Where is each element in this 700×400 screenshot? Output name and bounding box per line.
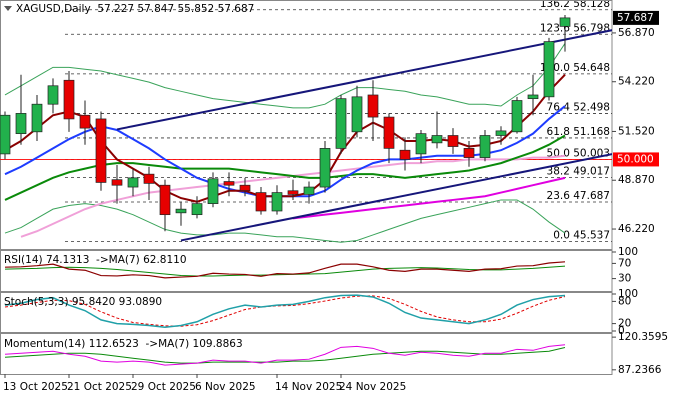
y-tick-label: 87.2366 <box>618 364 662 376</box>
fib-label: 100.0 54.648 <box>540 62 610 74</box>
indicator-line <box>4 295 566 327</box>
fib-label: 76.4 52.498 <box>547 101 610 113</box>
candle-body <box>79 114 91 129</box>
candle-body <box>447 135 459 147</box>
x-tick-label: 21 Oct 2025 <box>67 381 132 393</box>
x-tick-label: 13 Oct 2025 <box>3 381 68 393</box>
candle-body <box>95 118 107 183</box>
rsi-frame <box>0 250 613 292</box>
fib-label: 136.2 58.128 <box>540 0 610 10</box>
y-tick-label: 100 <box>618 246 638 258</box>
fib-label: 123.6 56.798 <box>540 22 610 34</box>
x-tick-label: 6 Nov 2025 <box>195 381 256 393</box>
indicator-line <box>4 294 566 329</box>
candle-body <box>271 192 283 212</box>
y-tick-label: 70 <box>618 257 631 269</box>
candle-body <box>511 100 523 133</box>
panel-title: RSI(14) 74.1313 ->MA(7) 62.8110 <box>4 254 187 266</box>
candle-body <box>223 181 235 186</box>
indicator-line <box>292 176 566 220</box>
candle-body <box>207 178 219 204</box>
indicator-line <box>4 43 566 109</box>
candle-body <box>143 173 155 184</box>
candle-body <box>111 179 123 186</box>
y-tick-label: 56.870 <box>618 27 655 39</box>
candle-body <box>31 103 43 133</box>
x-tick-label: 24 Nov 2025 <box>339 381 406 393</box>
price-box <box>613 152 659 167</box>
y-tick-label: 100 <box>618 288 638 300</box>
candle-body <box>239 184 251 192</box>
candle-body <box>303 186 315 195</box>
panel-title: Momentum(14) 112.6523 ->MA(7) 109.8863 <box>4 338 243 350</box>
candle-body <box>47 85 59 105</box>
y-tick-label: 0 <box>618 325 625 337</box>
candle-body <box>383 116 395 149</box>
trendline <box>180 153 612 242</box>
y-tick-label: 20 <box>618 318 631 330</box>
candle-body <box>335 98 347 149</box>
candle-body <box>559 17 571 27</box>
y-tick-label: 54.220 <box>618 76 655 88</box>
candle-body <box>127 177 139 188</box>
candle-body <box>159 184 171 216</box>
price-box <box>613 10 659 25</box>
candle-body <box>175 208 187 214</box>
candle-body <box>479 135 491 158</box>
candle-body <box>415 133 427 155</box>
indicator-line <box>4 265 566 277</box>
fib-label: 38.2 49.017 <box>547 166 610 178</box>
candle-body <box>367 94 379 118</box>
stoch-plot <box>4 294 566 329</box>
stoch-frame <box>0 292 613 333</box>
candle-body <box>495 130 507 136</box>
axes: 46.220 48.870 51.520 54.220 56.870 XAGUSD,Dai… <box>3 3 668 393</box>
indicator-line <box>4 346 566 364</box>
y-tick-label: 46.220 <box>618 223 655 235</box>
candle-body <box>463 148 475 158</box>
candle-body <box>319 148 331 188</box>
candle-body <box>351 96 363 133</box>
trendline <box>116 29 612 131</box>
panel-title: XAGUSD,Daily 57.227 57.847 55.852 57.687 <box>16 3 254 15</box>
main-plot: 136.2 58.128 123.6 56.798 100.0 54.648 76.4… <box>0 0 612 243</box>
momentum-frame <box>0 333 613 375</box>
fib-label: 23.6 47.687 <box>547 190 610 202</box>
y-tick-label: 48.870 <box>618 174 655 186</box>
y-tick-label: 51.520 <box>618 125 655 137</box>
candle-body <box>63 79 75 120</box>
candle-body <box>527 94 539 100</box>
menu-icon <box>4 6 12 11</box>
panel-title: Stoch(5,3,3) 95.8420 93.0890 <box>4 296 162 308</box>
x-tick-label: 29 Oct 2025 <box>131 381 196 393</box>
y-tick-label: 30 <box>618 273 631 285</box>
indicator-line <box>4 261 566 279</box>
candle-body <box>191 203 203 216</box>
y-tick-label: 80 <box>618 295 631 307</box>
candle-body <box>0 114 11 155</box>
candle-body <box>399 149 411 160</box>
fib-label: 0.0 45.537 <box>553 230 610 242</box>
indicator-line <box>4 344 566 366</box>
x-tick-label: 14 Nov 2025 <box>275 381 342 393</box>
price-box-label: 57.687 <box>617 12 654 24</box>
rsi-plot <box>4 261 566 279</box>
candle-body <box>287 190 299 195</box>
price-box-label: 50.000 <box>617 153 654 165</box>
fib-label: 61.8 51.168 <box>547 126 610 138</box>
candle-body <box>543 41 555 98</box>
candle-body <box>431 135 443 144</box>
y-tick-label: 120.3595 <box>618 331 668 343</box>
candle-body <box>15 113 27 135</box>
candle-body <box>255 192 267 212</box>
momentum-plot <box>4 344 566 366</box>
